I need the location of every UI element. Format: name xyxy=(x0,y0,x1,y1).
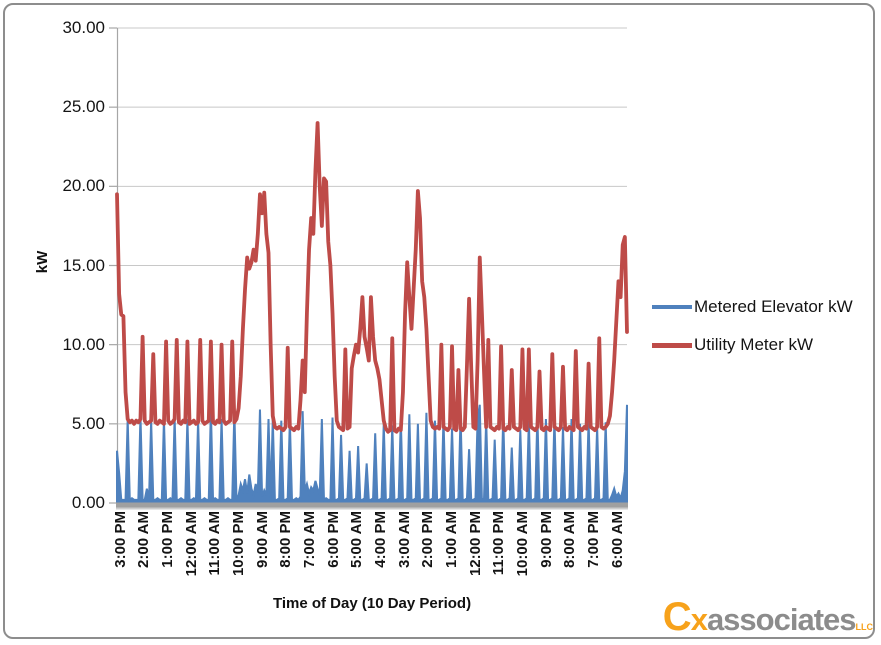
y-axis-tick-label: 15.00 xyxy=(62,255,105,275)
legend-label: Metered Elevator kW xyxy=(694,297,853,316)
x-axis-tick-label: 11:00 AM xyxy=(206,511,224,576)
legend-item: Metered Elevator kW xyxy=(652,288,878,326)
x-axis-tick-label: 10:00 PM xyxy=(229,511,247,577)
x-axis-tick-label: 6:00 AM xyxy=(608,511,626,568)
x-axis-tick-label: 11:00 PM xyxy=(490,511,508,576)
y-axis-tick-label: 30.00 xyxy=(62,18,105,37)
legend-line-sample xyxy=(652,342,692,348)
cx-associates-logo: CxassociatesLLC xyxy=(663,597,873,637)
x-axis-tick-label: 8:00 PM xyxy=(277,511,295,568)
x-axis-tick-label: 4:00 PM xyxy=(371,511,389,568)
x-axis-tick-label: 3:00 PM xyxy=(111,511,129,568)
x-axis-tick-label: 5:00 AM xyxy=(348,511,366,568)
y-axis-tick-label: 10.00 xyxy=(62,334,105,354)
x-axis-tick-label: 2:00 AM xyxy=(135,511,153,568)
x-axis-title: Time of Day (10 Day Period) xyxy=(272,595,472,612)
logo-letter-x: x xyxy=(690,602,708,637)
y-axis-tick-label: 25.00 xyxy=(62,97,105,117)
x-axis-line-shadow xyxy=(116,507,628,510)
series-metered-elevator xyxy=(116,404,628,504)
x-axis-tick-label: 10:00 AM xyxy=(513,511,531,577)
y-axis-tick-label: 0.00 xyxy=(71,493,105,512)
logo-letter-c: C xyxy=(662,595,692,639)
x-axis-line xyxy=(116,502,628,508)
x-axis-tick-label: 7:00 PM xyxy=(584,511,602,568)
x-axis-tick-label: 2:00 PM xyxy=(419,511,437,568)
plot-area xyxy=(109,27,629,510)
legend-item: Utility Meter kW xyxy=(652,326,878,364)
logo-company-name: associates xyxy=(706,602,857,637)
legend: Metered Elevator kW Utility Meter kW xyxy=(652,288,878,364)
legend-label: Utility Meter kW xyxy=(694,335,813,354)
x-axis-tick-label: 9:00 PM xyxy=(537,511,555,568)
x-axis-tick-label: 12:00 AM xyxy=(182,511,200,577)
series-utility-meter xyxy=(115,121,629,434)
x-axis-tick-label: 9:00 AM xyxy=(253,511,271,568)
logo-llc-suffix: LLC xyxy=(855,622,874,632)
x-axis-tick-label: 1:00 PM xyxy=(158,511,176,568)
x-axis-tick-label: 12:00 PM xyxy=(466,511,484,577)
y-axis-tick-label: 5.00 xyxy=(71,413,105,433)
y-axis-tick-label: 20.00 xyxy=(62,176,105,196)
x-axis-tick-label: 6:00 PM xyxy=(324,511,342,568)
x-axis-tick-label: 1:00 AM xyxy=(442,511,460,568)
x-axis-tick-label: 3:00 AM xyxy=(395,511,413,568)
y-axis-labels: 30.00 25.00 20.00 15.00 10.00 5.00 0.00 xyxy=(30,0,105,540)
x-axis-tick-label: 7:00 AM xyxy=(300,511,318,568)
legend-line-sample xyxy=(652,305,692,309)
x-axis-tick-label: 8:00 AM xyxy=(561,511,579,568)
